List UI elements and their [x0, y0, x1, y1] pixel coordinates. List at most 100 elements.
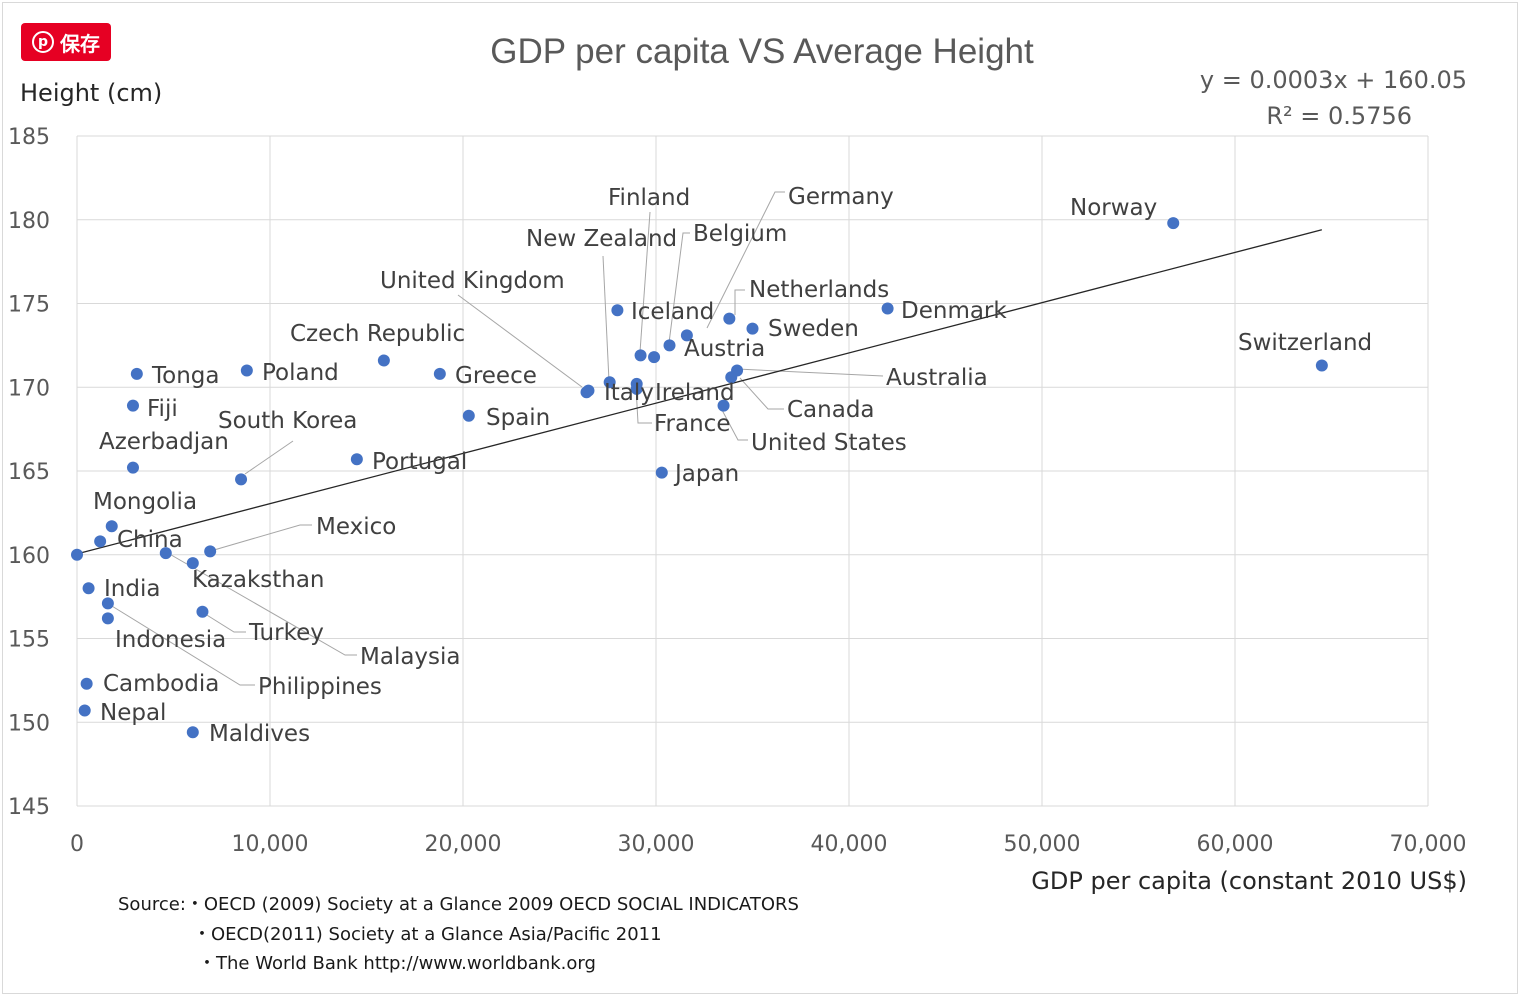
- point-label: South Korea: [218, 408, 357, 434]
- point-label: Tonga: [151, 363, 219, 389]
- point-label: Mexico: [316, 514, 396, 540]
- data-point: [71, 548, 83, 561]
- data-point: [603, 376, 616, 389]
- y-tick-label: 170: [8, 376, 50, 401]
- leader-line: [739, 377, 784, 410]
- point-label: Iceland: [631, 299, 714, 325]
- y-tick-label: 180: [8, 209, 50, 234]
- data-point: [1315, 359, 1328, 372]
- point-label: Sweden: [768, 316, 859, 342]
- data-point: [582, 384, 595, 397]
- x-axis-label: GDP per capita (constant 2010 US$): [1031, 867, 1467, 895]
- point-label: Switzerland: [1238, 330, 1372, 356]
- point-label: Cambodia: [103, 671, 219, 697]
- point-label: Indonesia: [115, 627, 226, 653]
- trend-line: [76, 229, 1323, 555]
- x-tick-label: 40,000: [811, 832, 888, 857]
- y-tick-label: 165: [8, 460, 50, 485]
- data-point: [723, 312, 736, 325]
- data-point: [186, 726, 199, 739]
- y-tick-label: 160: [8, 544, 50, 569]
- leader-line: [706, 191, 785, 329]
- y-tick-label: 145: [8, 795, 50, 820]
- data-point: [130, 367, 143, 380]
- x-tick-label: 0: [70, 832, 84, 857]
- leader-line: [639, 211, 651, 353]
- data-point: [186, 557, 199, 570]
- data-point: [648, 351, 661, 364]
- point-label: Finland: [608, 185, 690, 211]
- save-button[interactable]: p 保存: [21, 23, 111, 61]
- point-label: Azerbadjan: [99, 429, 229, 455]
- x-tick-label: 70,000: [1390, 832, 1467, 857]
- leader-line: [457, 294, 583, 388]
- point-label: China: [117, 527, 183, 553]
- point-label: Japan: [673, 461, 739, 487]
- point-label: France: [654, 411, 730, 437]
- data-point: [462, 409, 475, 422]
- source-line-1: Source:・OECD (2009) Society at a Glance …: [118, 894, 799, 915]
- data-point: [126, 399, 139, 412]
- pinterest-icon: p: [32, 31, 54, 53]
- data-point: [196, 605, 209, 618]
- data-point: [240, 364, 253, 377]
- y-tick-label: 150: [8, 711, 50, 736]
- leader-lines: [106, 191, 884, 686]
- data-points: [71, 217, 1328, 739]
- data-point: [350, 453, 363, 466]
- grid-lines: [76, 135, 1429, 807]
- r-squared: R² = 0.5756: [1266, 102, 1412, 130]
- data-point: [725, 371, 738, 384]
- point-labels: Norway Switzerland Denmark Sweden Netherland…: [93, 184, 1372, 747]
- leader-line: [213, 524, 312, 551]
- leader-line: [201, 611, 246, 633]
- data-point: [746, 322, 759, 335]
- data-point: [717, 399, 730, 412]
- point-label: Netherlands: [749, 277, 889, 303]
- point-label: Fiji: [147, 396, 178, 422]
- point-label: Poland: [262, 360, 339, 386]
- trend-equation: y = 0.0003x + 160.05: [1200, 66, 1467, 94]
- data-point: [630, 382, 643, 395]
- leader-line: [736, 368, 884, 377]
- point-label: Czech Republic: [290, 321, 465, 347]
- source-line-2: ・OECD(2011) Society at a Glance Asia/Pac…: [193, 924, 662, 945]
- point-label: Austria: [684, 336, 765, 362]
- x-tick-label: 30,000: [618, 832, 695, 857]
- point-label: India: [104, 576, 160, 602]
- point-label: Mongolia: [93, 489, 197, 515]
- leader-line: [635, 386, 652, 424]
- point-label: Greece: [455, 363, 537, 389]
- point-label: United States: [751, 430, 907, 456]
- data-point: [126, 461, 139, 474]
- data-point: [101, 597, 114, 610]
- data-point: [634, 349, 647, 362]
- data-point: [101, 612, 114, 625]
- leader-line: [668, 232, 690, 344]
- point-label: Ireland: [655, 380, 735, 406]
- axis-ticks: 145 150 155 160 165 170 175 180 185 0 10,000 20,000…: [8, 125, 1466, 857]
- data-point: [433, 367, 446, 380]
- data-point: [78, 704, 91, 717]
- point-label: Italy: [604, 380, 654, 406]
- y-tick-label: 155: [8, 628, 50, 653]
- y-axis-label: Height (cm): [20, 79, 162, 107]
- leader-line: [602, 255, 610, 382]
- point-label: New Zealand: [526, 226, 677, 252]
- point-label: Portugal: [372, 449, 467, 475]
- point-label: Kazaksthan: [192, 567, 325, 593]
- point-label: Australia: [886, 365, 988, 391]
- point-label: Belgium: [693, 221, 787, 247]
- leader-line: [244, 440, 294, 475]
- data-point: [377, 354, 390, 367]
- data-point: [94, 535, 107, 548]
- point-label: Nepal: [100, 700, 166, 726]
- data-point: [159, 547, 172, 560]
- source-line-3: ・The World Bank http://www.worldbank.org: [198, 953, 596, 974]
- data-point: [80, 677, 93, 690]
- x-tick-label: 20,000: [425, 832, 502, 857]
- save-button-label: 保存: [60, 31, 100, 56]
- leader-line: [106, 602, 255, 686]
